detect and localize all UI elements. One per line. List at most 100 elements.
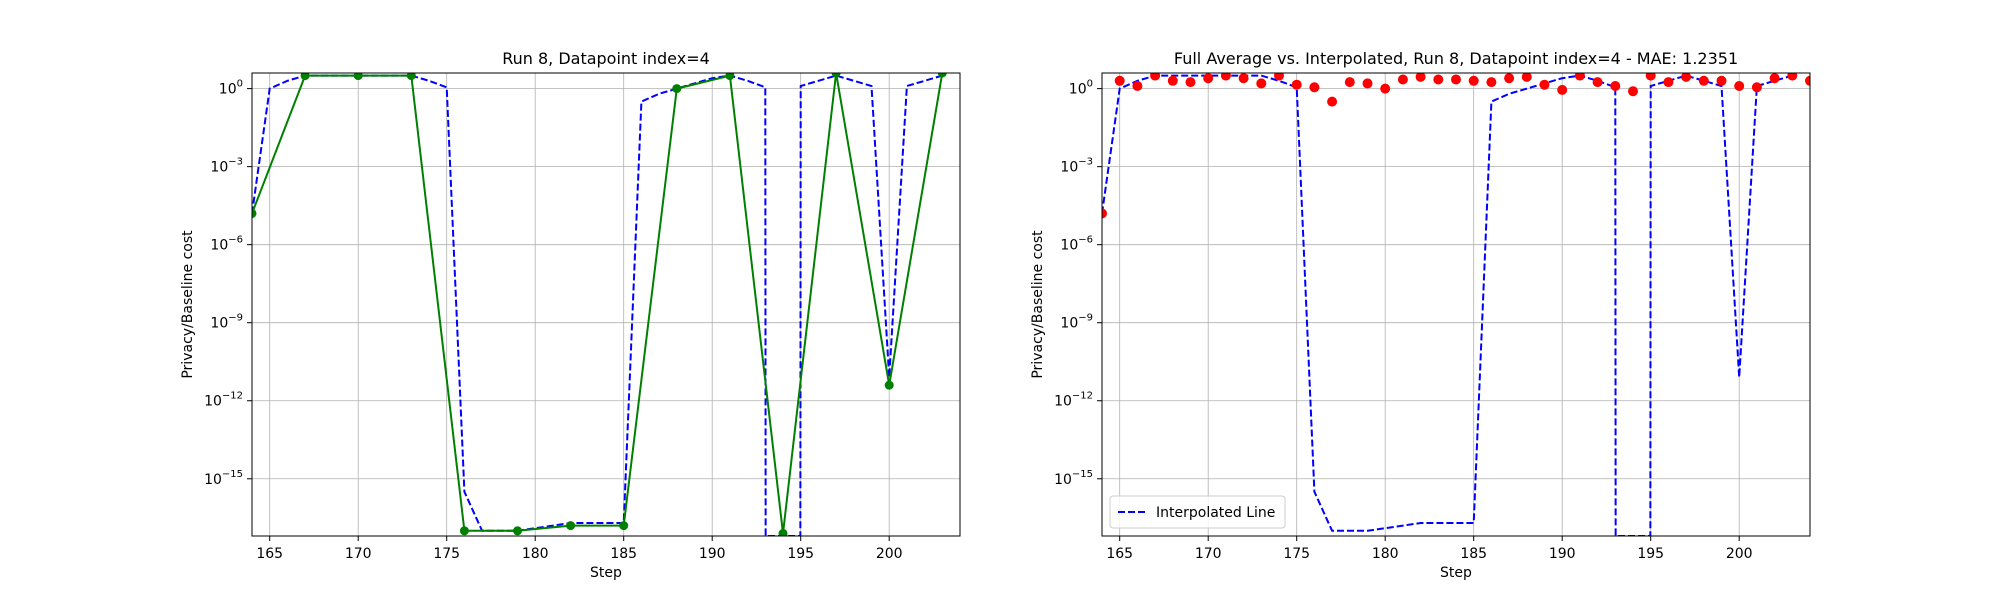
scatter-point xyxy=(1681,73,1692,82)
sampled-point xyxy=(406,73,416,81)
left-chart: 165 170 175 180 185 190 195 200 100 10−3 10−6 10−9 1… xyxy=(180,49,961,581)
scatter-point xyxy=(1150,73,1161,81)
plot-area xyxy=(252,73,947,536)
scatter-point xyxy=(1433,74,1444,85)
sampled-point xyxy=(725,73,735,81)
sampled-point xyxy=(459,526,469,536)
x-tick-label: 185 xyxy=(610,546,637,562)
sampled-point xyxy=(300,73,310,81)
x-tick-label: 170 xyxy=(345,546,372,562)
y-tick-label: 10−15 xyxy=(204,469,243,488)
scatter-point xyxy=(1787,73,1798,81)
sampled-point xyxy=(778,528,788,536)
scatter-point xyxy=(1504,73,1515,84)
scatter-point xyxy=(1628,86,1638,97)
x-tick-label: 185 xyxy=(1460,546,1487,562)
scatter-point xyxy=(1592,77,1603,88)
x-tick-label: 195 xyxy=(1637,546,1664,562)
x-tick-label: 200 xyxy=(1726,546,1753,562)
scatter-point xyxy=(1415,73,1426,82)
x-tick-label: 180 xyxy=(522,546,549,562)
scatter-point xyxy=(1114,75,1125,86)
x-tick-label: 200 xyxy=(876,546,903,562)
scatter-point xyxy=(1805,75,1810,86)
scatter-point xyxy=(1486,77,1497,88)
scatter-point xyxy=(1203,73,1214,84)
scatter-point xyxy=(1451,74,1461,85)
scatter-point xyxy=(1645,73,1656,81)
legend-label: Interpolated Line xyxy=(1156,505,1275,521)
x-tick-label: 170 xyxy=(1195,546,1222,562)
sampled-line xyxy=(252,73,944,534)
scatter-point xyxy=(1521,73,1532,82)
sampled-point xyxy=(513,526,522,536)
y-tick-label: 10−6 xyxy=(1060,235,1093,254)
sampled-point xyxy=(831,73,841,78)
x-tick-label: 165 xyxy=(256,546,283,562)
y-axis-label: Privacy/Baseline cost xyxy=(1030,230,1046,379)
x-axis-label: Step xyxy=(1440,565,1472,581)
scatter-point xyxy=(1663,77,1674,88)
y-tick-label: 10−15 xyxy=(1054,469,1093,488)
y-axis-label: Privacy/Baseline cost xyxy=(180,230,196,379)
scatter-point xyxy=(1167,75,1178,86)
scatter-point xyxy=(1380,83,1391,94)
scatter-point xyxy=(1327,96,1338,107)
x-axis-label: Step xyxy=(590,565,622,581)
y-tick-label: 100 xyxy=(219,79,243,98)
x-tick-label: 165 xyxy=(1106,546,1133,562)
chart-title: Run 8, Datapoint index=4 xyxy=(502,49,710,68)
scatter-point xyxy=(1185,77,1196,88)
y-tick-label: 10−12 xyxy=(1054,391,1093,410)
scatter-point xyxy=(1291,79,1302,90)
sampled-point xyxy=(252,208,257,218)
scatter-point xyxy=(1309,82,1320,93)
sampled-point xyxy=(566,521,576,531)
scatter-point xyxy=(1238,73,1249,84)
x-tick-label: 175 xyxy=(433,546,460,562)
scatter-point xyxy=(1397,74,1408,85)
y-tick-label: 10−3 xyxy=(1060,157,1093,176)
x-tick-label: 190 xyxy=(1549,546,1576,562)
sampled-point xyxy=(619,521,629,531)
scatter-point xyxy=(1362,78,1373,89)
scatter-point xyxy=(1716,75,1727,86)
sampled-point xyxy=(937,73,947,78)
y-tick-label: 100 xyxy=(1069,79,1093,98)
x-tick-label: 195 xyxy=(787,546,814,562)
plot-frame xyxy=(1101,72,1811,537)
y-tick-label: 10−9 xyxy=(1060,313,1093,332)
scatter-point xyxy=(1574,73,1585,81)
scatter-point xyxy=(1256,78,1267,89)
scatter-point xyxy=(1734,81,1745,92)
scatter-point xyxy=(1468,75,1479,86)
right-chart: 165 170 175 180 185 190 195 200 100 10−3 10−6 10−9 1… xyxy=(1030,49,1811,581)
scatter-point xyxy=(1751,82,1762,93)
scatter-point xyxy=(1344,77,1355,88)
legend-box xyxy=(1109,495,1286,529)
scatter-point xyxy=(1132,81,1143,92)
interpolated-line xyxy=(252,74,943,536)
sampled-point xyxy=(884,380,894,390)
scatter-point xyxy=(1557,84,1568,95)
sampled-point xyxy=(353,73,363,81)
scatter-point xyxy=(1274,73,1284,81)
scatter-point xyxy=(1220,73,1231,81)
x-tick-label: 190 xyxy=(699,546,726,562)
scatter-point xyxy=(1539,79,1550,90)
scatter-point xyxy=(1610,81,1621,92)
plot-frame xyxy=(251,72,961,537)
y-tick-label: 10−6 xyxy=(210,235,243,254)
x-tick-label: 175 xyxy=(1283,546,1310,562)
plot-area xyxy=(1102,73,1810,536)
y-tick-label: 10−9 xyxy=(210,313,243,332)
chart-title: Full Average vs. Interpolated, Run 8, Da… xyxy=(1174,49,1738,68)
y-tick-label: 10−3 xyxy=(210,157,243,176)
sampled-point xyxy=(672,84,682,94)
scatter-point xyxy=(1769,73,1780,84)
scatter-point xyxy=(1102,208,1107,219)
scatter-point xyxy=(1698,75,1709,86)
x-tick-label: 180 xyxy=(1372,546,1399,562)
